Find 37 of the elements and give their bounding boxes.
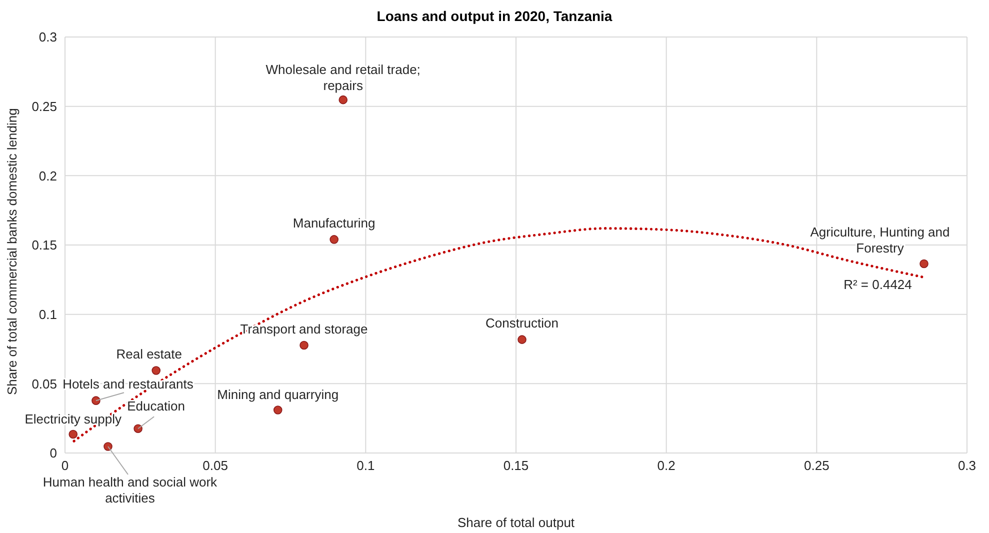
point xyxy=(152,366,160,375)
data-label: Construction xyxy=(486,316,559,331)
y-tick-label: 0.05 xyxy=(32,376,57,392)
point xyxy=(68,430,78,439)
data-label: Wholesale and retail trade; repairs xyxy=(266,62,420,93)
point xyxy=(920,259,928,268)
point xyxy=(518,335,526,344)
point xyxy=(104,442,112,451)
x-tick-label: 0.25 xyxy=(804,458,830,474)
point xyxy=(300,340,308,350)
point xyxy=(338,95,348,104)
x-tick-label: 0.2 xyxy=(657,458,676,474)
data-label: Manufacturing xyxy=(292,215,376,230)
x-tick-label: 0.1 xyxy=(356,458,375,474)
x-tick-label: 0 xyxy=(61,458,69,474)
x-tick-label: 0.15 xyxy=(503,458,529,474)
point xyxy=(134,424,142,433)
data-label: Education xyxy=(127,398,185,414)
annotation: R² = 0.4424 xyxy=(842,276,912,292)
x-tick-label: 0.05 xyxy=(202,458,228,474)
data-label: Real estate xyxy=(116,346,182,362)
x-axis-title: Share of total output xyxy=(457,515,575,530)
data-label: Agriculture, Hunting and Forestry xyxy=(810,224,950,256)
y-axis-title: Share of total commercial banks domestic lending xyxy=(4,108,20,395)
y-tick-label: 0.1 xyxy=(38,306,57,322)
y-tick-label: 0 xyxy=(50,446,57,461)
point xyxy=(273,406,282,414)
y-tick-label: 0.2 xyxy=(38,168,57,184)
chart-title: Loans and output in 2020, Tanzania xyxy=(376,8,614,24)
y-tick-label: 0.15 xyxy=(32,238,57,253)
y-tick-label: 0.3 xyxy=(38,30,57,45)
x-tick-label: 0.3 xyxy=(958,458,976,474)
data-label: Human health and social work activities xyxy=(42,474,218,506)
point xyxy=(92,396,100,405)
y-tick-label: 0.25 xyxy=(32,98,57,114)
data-label: Mining and quarrying xyxy=(217,387,339,402)
point xyxy=(330,235,338,244)
